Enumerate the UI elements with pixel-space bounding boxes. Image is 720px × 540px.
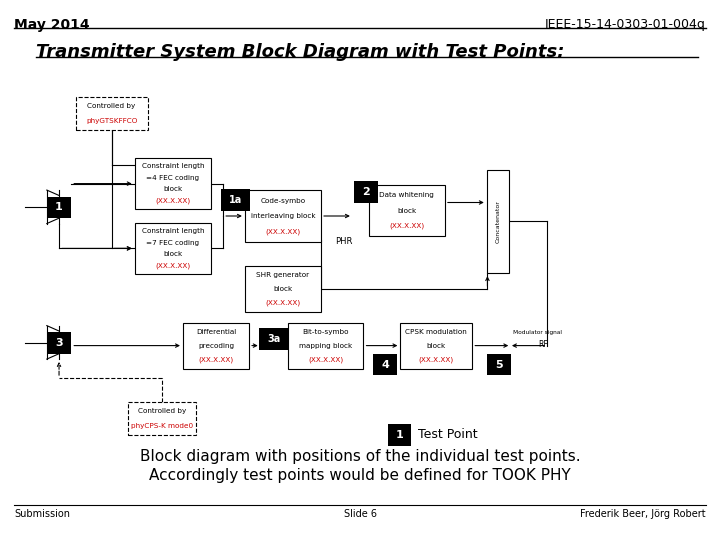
Text: =4 FEC coding: =4 FEC coding — [146, 175, 199, 181]
Text: CPSK modulation: CPSK modulation — [405, 329, 467, 335]
Text: 2: 2 — [362, 187, 369, 197]
FancyBboxPatch shape — [388, 424, 412, 446]
Text: Accordingly test points would be defined for TOOK PHY: Accordingly test points would be defined… — [149, 468, 571, 483]
Text: Bit-to-symbo: Bit-to-symbo — [302, 329, 348, 335]
Text: Data whitening: Data whitening — [379, 192, 434, 198]
FancyBboxPatch shape — [128, 402, 196, 435]
Text: (XX.X.XX): (XX.X.XX) — [308, 356, 343, 363]
FancyBboxPatch shape — [259, 328, 288, 350]
Text: 3: 3 — [55, 338, 63, 348]
Text: Modulator signal: Modulator signal — [513, 329, 562, 335]
Text: block: block — [163, 186, 182, 192]
Text: Block diagram with positions of the individual test points.: Block diagram with positions of the indi… — [140, 449, 580, 464]
Text: 5: 5 — [495, 360, 503, 369]
Text: Controlled by: Controlled by — [138, 408, 186, 414]
FancyBboxPatch shape — [135, 158, 210, 209]
Text: Slide 6: Slide 6 — [343, 509, 377, 519]
Text: SHR generator: SHR generator — [256, 272, 310, 278]
Text: 3a: 3a — [267, 334, 280, 344]
Text: (XX.X.XX): (XX.X.XX) — [390, 222, 424, 230]
Text: phyGTSKFFCO: phyGTSKFFCO — [86, 118, 138, 124]
Text: phyCPS-K mode0: phyCPS-K mode0 — [131, 423, 193, 429]
Text: Submission: Submission — [14, 509, 71, 519]
Text: (XX.X.XX): (XX.X.XX) — [156, 262, 190, 269]
Text: IEEE-15-14-0303-01-004q: IEEE-15-14-0303-01-004q — [545, 18, 706, 31]
Text: 4: 4 — [382, 360, 389, 369]
Text: Transmitter System Block Diagram with Test Points:: Transmitter System Block Diagram with Te… — [36, 43, 564, 61]
Text: Code-symbo: Code-symbo — [261, 198, 305, 204]
FancyBboxPatch shape — [48, 332, 71, 354]
Text: (XX.X.XX): (XX.X.XX) — [266, 299, 300, 306]
Text: mapping block: mapping block — [299, 342, 352, 349]
Text: RF: RF — [539, 340, 549, 349]
FancyBboxPatch shape — [183, 322, 249, 368]
Text: 1: 1 — [396, 430, 403, 440]
Text: 1: 1 — [55, 202, 63, 212]
Text: =7 FEC coding: =7 FEC coding — [146, 240, 199, 246]
FancyBboxPatch shape — [135, 222, 210, 274]
Text: May 2014: May 2014 — [14, 18, 90, 32]
Text: block: block — [274, 286, 292, 292]
FancyBboxPatch shape — [288, 322, 364, 368]
FancyBboxPatch shape — [220, 189, 251, 211]
Text: (XX.X.XX): (XX.X.XX) — [156, 198, 190, 204]
Text: (XX.X.XX): (XX.X.XX) — [419, 356, 454, 363]
FancyBboxPatch shape — [374, 354, 397, 375]
Text: block: block — [397, 207, 416, 214]
Text: interleaving block: interleaving block — [251, 213, 315, 219]
Text: block: block — [163, 251, 182, 257]
Text: Constraint length: Constraint length — [142, 228, 204, 234]
FancyBboxPatch shape — [487, 170, 509, 273]
FancyBboxPatch shape — [354, 181, 377, 202]
FancyBboxPatch shape — [76, 97, 148, 130]
Text: Constraint length: Constraint length — [142, 163, 204, 169]
Text: (XX.X.XX): (XX.X.XX) — [266, 228, 300, 235]
Text: PHR: PHR — [336, 238, 353, 246]
Text: Frederik Beer, Jörg Robert: Frederik Beer, Jörg Robert — [580, 509, 706, 519]
FancyBboxPatch shape — [245, 266, 321, 312]
Text: (XX.X.XX): (XX.X.XX) — [199, 356, 233, 363]
FancyBboxPatch shape — [369, 185, 444, 237]
Text: Controlled by: Controlled by — [87, 103, 136, 109]
FancyBboxPatch shape — [487, 354, 511, 375]
Text: Test Point: Test Point — [418, 428, 477, 441]
FancyBboxPatch shape — [48, 197, 71, 218]
Text: Differential: Differential — [196, 329, 236, 335]
Text: Concatenator: Concatenator — [496, 200, 500, 243]
FancyBboxPatch shape — [400, 322, 472, 368]
Text: 1a: 1a — [229, 195, 242, 205]
Text: block: block — [427, 342, 446, 349]
Text: precoding: precoding — [198, 342, 234, 349]
FancyBboxPatch shape — [245, 191, 321, 241]
